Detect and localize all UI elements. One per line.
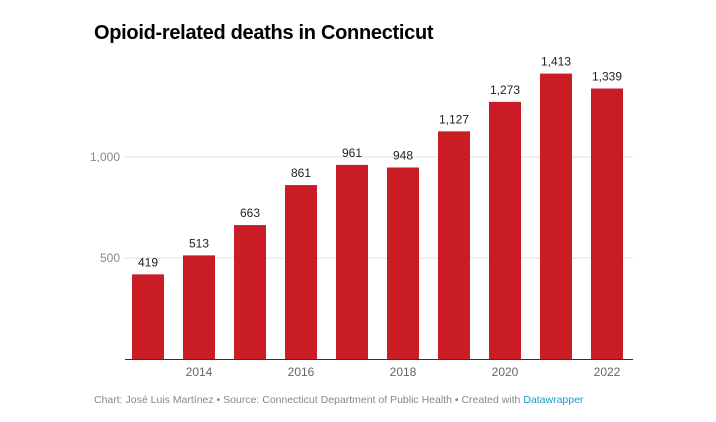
value-label: 1,339 xyxy=(592,70,622,84)
x-tick-label: 2018 xyxy=(390,365,417,379)
value-label: 861 xyxy=(291,166,311,180)
y-tick-label: 1,000 xyxy=(90,150,120,164)
value-label: 1,273 xyxy=(490,83,520,97)
y-tick-label: 500 xyxy=(100,251,120,265)
bar xyxy=(387,167,419,359)
x-tick-label: 2022 xyxy=(594,365,621,379)
bar xyxy=(285,185,317,359)
chart-footer: Chart: José Luis Martínez • Source: Conn… xyxy=(94,394,583,406)
bar xyxy=(132,274,164,359)
bar xyxy=(336,164,368,359)
chart-title: Opioid-related deaths in Connecticut xyxy=(94,22,434,44)
bar xyxy=(489,101,521,359)
value-label: 961 xyxy=(342,146,362,160)
value-label: 1,413 xyxy=(541,55,571,69)
value-label: 948 xyxy=(393,149,413,163)
x-tick-label: 2014 xyxy=(186,365,213,379)
bar xyxy=(540,73,572,359)
bar xyxy=(234,225,266,359)
value-label: 1,127 xyxy=(439,112,469,126)
bar xyxy=(183,255,215,359)
bar xyxy=(591,88,623,359)
value-label: 419 xyxy=(138,255,158,269)
value-label: 513 xyxy=(189,236,209,250)
x-tick-label: 2016 xyxy=(288,365,315,379)
value-label: 663 xyxy=(240,206,260,220)
bar xyxy=(438,131,470,359)
datawrapper-link[interactable]: Datawrapper xyxy=(523,394,584,406)
footer-credits: Chart: José Luis Martínez • Source: Conn… xyxy=(94,394,524,406)
x-tick-label: 2020 xyxy=(492,365,519,379)
